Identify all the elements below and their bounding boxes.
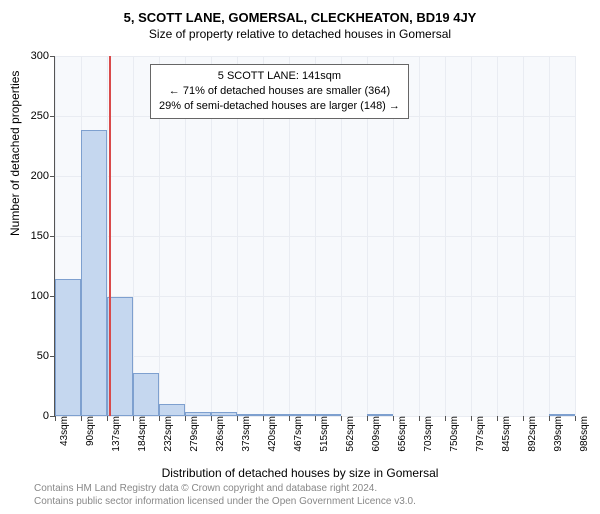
gridline-h	[55, 176, 575, 177]
xtick-label: 467sqm	[293, 416, 304, 464]
histogram-bar	[81, 130, 107, 416]
ytick-mark	[50, 176, 55, 177]
ytick-label: 100	[19, 290, 49, 302]
xtick-label: 750sqm	[449, 416, 460, 464]
gridline-h	[55, 236, 575, 237]
histogram-bar	[133, 373, 159, 416]
xtick-mark	[263, 416, 264, 421]
xtick-mark	[367, 416, 368, 421]
histogram-bar	[159, 404, 185, 416]
xtick-mark	[133, 416, 134, 421]
page-subtitle: Size of property relative to detached ho…	[0, 25, 600, 41]
xtick-mark	[445, 416, 446, 421]
xtick-mark	[393, 416, 394, 421]
xtick-mark	[575, 416, 576, 421]
xtick-label: 797sqm	[475, 416, 486, 464]
ytick-label: 150	[19, 230, 49, 242]
xtick-label: 137sqm	[111, 416, 122, 464]
xtick-mark	[237, 416, 238, 421]
xtick-label: 703sqm	[423, 416, 434, 464]
xtick-mark	[549, 416, 550, 421]
ytick-mark	[50, 236, 55, 237]
xtick-mark	[107, 416, 108, 421]
xtick-mark	[497, 416, 498, 421]
xtick-label: 515sqm	[319, 416, 330, 464]
xtick-label: 420sqm	[267, 416, 278, 464]
info-line-2: ← 71% of detached houses are smaller (36…	[159, 84, 400, 99]
xtick-mark	[289, 416, 290, 421]
xtick-mark	[523, 416, 524, 421]
info-line-3: 29% of semi-detached houses are larger (…	[159, 99, 400, 114]
gridline-h	[55, 56, 575, 57]
xtick-mark	[159, 416, 160, 421]
xtick-label: 373sqm	[241, 416, 252, 464]
ytick-label: 300	[19, 50, 49, 62]
ytick-mark	[50, 56, 55, 57]
xtick-label: 609sqm	[371, 416, 382, 464]
gridline-h	[55, 356, 575, 357]
y-axis-label: Number of detached properties	[8, 71, 22, 236]
chart-container: 5, SCOTT LANE, GOMERSAL, CLECKHEATON, BD…	[0, 0, 600, 500]
gridline-h	[55, 296, 575, 297]
xtick-mark	[419, 416, 420, 421]
xtick-mark	[471, 416, 472, 421]
xtick-mark	[341, 416, 342, 421]
gridline-v	[575, 56, 576, 416]
xtick-label: 326sqm	[215, 416, 226, 464]
ytick-label: 0	[19, 410, 49, 422]
plot-wrap: 05010015020025030043sqm90sqm137sqm184sqm…	[54, 56, 574, 416]
xtick-label: 986sqm	[579, 416, 590, 464]
xtick-mark	[315, 416, 316, 421]
xtick-label: 232sqm	[163, 416, 174, 464]
xtick-label: 43sqm	[59, 416, 70, 464]
xtick-label: 892sqm	[527, 416, 538, 464]
footer-line-1: Contains HM Land Registry data © Crown c…	[34, 483, 416, 496]
xtick-label: 845sqm	[501, 416, 512, 464]
xtick-mark	[81, 416, 82, 421]
xtick-label: 562sqm	[345, 416, 356, 464]
histogram-bar	[55, 279, 81, 416]
xtick-label: 90sqm	[85, 416, 96, 464]
xtick-mark	[211, 416, 212, 421]
xtick-mark	[185, 416, 186, 421]
page-title: 5, SCOTT LANE, GOMERSAL, CLECKHEATON, BD…	[0, 0, 600, 25]
xtick-label: 656sqm	[397, 416, 408, 464]
ytick-label: 50	[19, 350, 49, 362]
info-line-1: 5 SCOTT LANE: 141sqm	[159, 69, 400, 84]
ytick-mark	[50, 116, 55, 117]
footer-line-2: Contains public sector information licen…	[34, 496, 416, 509]
footer: Contains HM Land Registry data © Crown c…	[34, 483, 416, 514]
ytick-label: 250	[19, 110, 49, 122]
marker-line	[109, 56, 111, 416]
ytick-label: 200	[19, 170, 49, 182]
xtick-label: 939sqm	[553, 416, 564, 464]
xtick-label: 279sqm	[189, 416, 200, 464]
xtick-mark	[55, 416, 56, 421]
info-box: 5 SCOTT LANE: 141sqm ← 71% of detached h…	[150, 64, 409, 119]
x-axis-label: Distribution of detached houses by size …	[0, 466, 600, 480]
xtick-label: 184sqm	[137, 416, 148, 464]
